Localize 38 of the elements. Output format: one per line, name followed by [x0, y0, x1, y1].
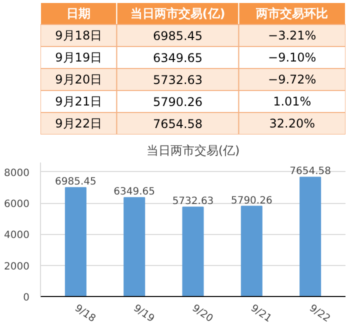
y-tick-label: 2000	[4, 261, 30, 272]
text: 6985.45	[152, 29, 203, 43]
category-label: 两市交易环比	[255, 6, 328, 20]
text: −9.72%	[268, 72, 316, 86]
text: 9月22日	[55, 116, 102, 130]
data-label: 5732.63	[172, 196, 214, 208]
y-tick-label: 0	[23, 292, 30, 304]
x-tick-label: 9/18	[72, 302, 98, 325]
text: 5790.26	[152, 95, 203, 109]
chart-title: 当日两市交易(亿)	[146, 144, 240, 158]
text: 9月19日	[55, 50, 102, 64]
bar	[300, 176, 322, 296]
x-tick-label: 9/22	[307, 302, 332, 325]
text: 32.20%	[269, 116, 316, 130]
bar	[124, 197, 146, 296]
text: 5732.63	[152, 73, 203, 87]
y-tick-label: 8000	[4, 168, 30, 179]
text: 9月21日	[55, 94, 102, 108]
bar	[64, 187, 86, 296]
x-tick-label: 9/19	[131, 302, 156, 325]
y-tick-label: 4000	[4, 230, 30, 242]
y-tick-label: 6000	[4, 199, 30, 210]
data-label: 6985.45	[55, 176, 96, 188]
text: −9.10%	[268, 50, 316, 64]
data-label: 7654.58	[290, 166, 331, 178]
text: 9月20日	[55, 72, 102, 86]
bar	[240, 206, 262, 296]
text: −3.21%	[268, 28, 316, 42]
text: 9月18日	[55, 28, 102, 42]
data-label: 6349.65	[114, 186, 156, 198]
text: 7654.58	[152, 117, 203, 131]
x-tick-label: 9/20	[190, 302, 215, 325]
data-label: 5790.26	[230, 195, 272, 206]
text: 6349.65	[152, 51, 203, 65]
text: 1.01%	[273, 94, 312, 108]
bar	[182, 206, 204, 296]
category-label: 日期	[66, 6, 91, 20]
category-label: 当日两市交易(亿)	[130, 6, 226, 20]
